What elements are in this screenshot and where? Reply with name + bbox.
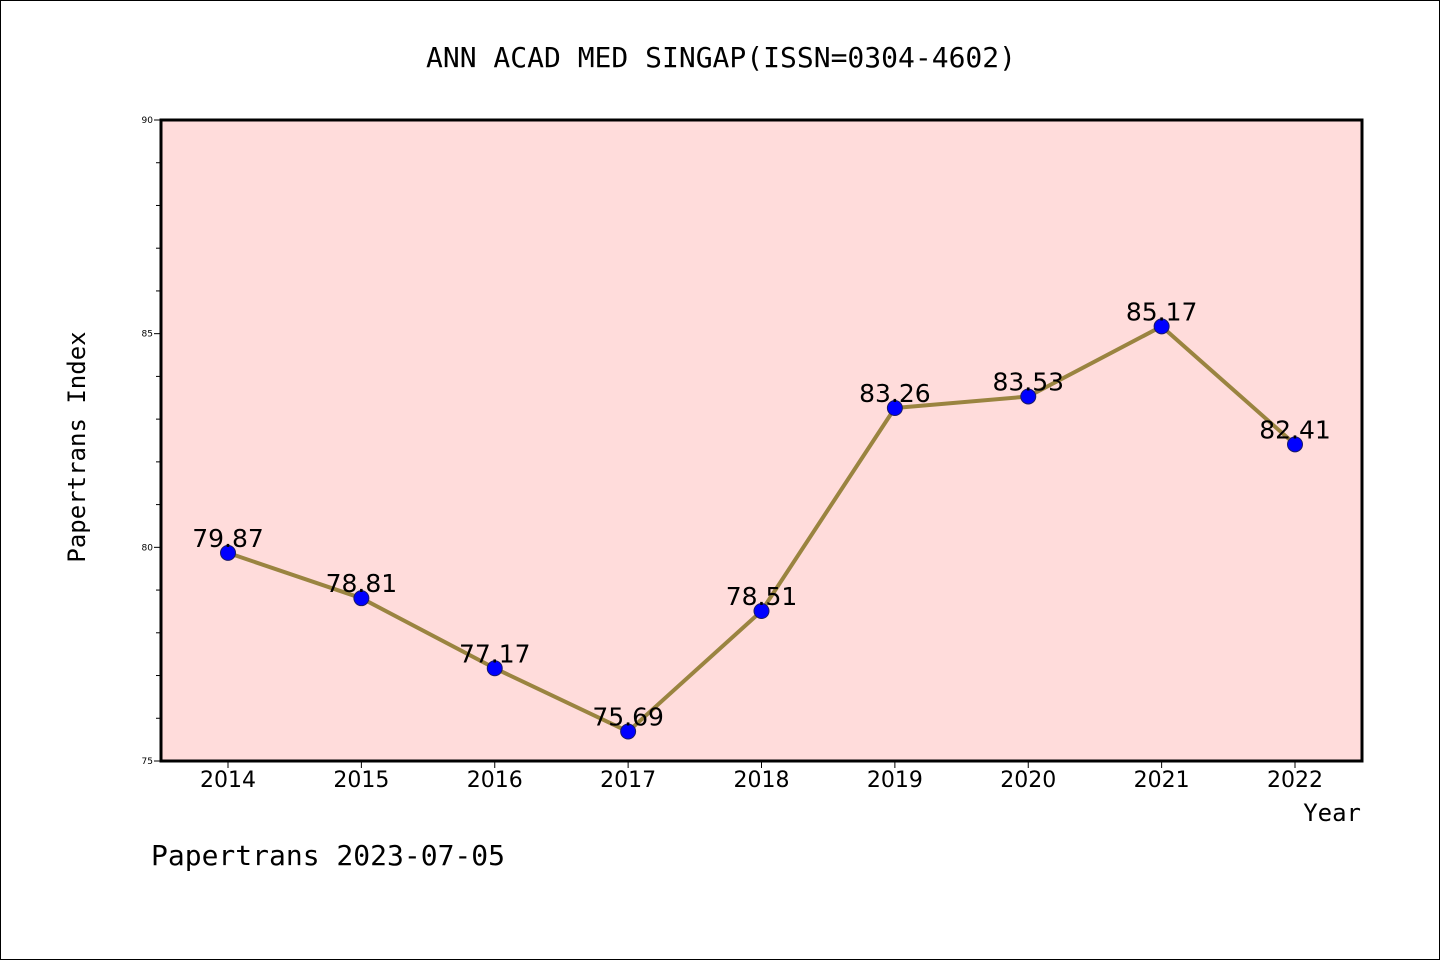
- data-point-marker: [353, 590, 370, 607]
- y-axis-label: Papertrans Index: [63, 331, 91, 562]
- data-label: 78.81: [326, 569, 398, 598]
- data-point-marker: [1020, 388, 1037, 405]
- y-tick-label: 90: [142, 116, 154, 126]
- data-point-marker: [886, 400, 903, 417]
- x-axis-label: Year: [1303, 799, 1361, 827]
- data-point-marker: [486, 660, 503, 677]
- x-tick-label: 2017: [600, 768, 656, 793]
- x-tick-label: 2014: [200, 768, 256, 793]
- data-label: 85.17: [1126, 297, 1198, 326]
- data-point-marker: [1287, 436, 1303, 453]
- data-label: 77.17: [459, 639, 531, 668]
- series-markers-group: [220, 318, 1303, 740]
- data-label: 83.26: [859, 379, 931, 408]
- data-point-marker: [753, 603, 770, 620]
- y-axis: 75 80 85 90: [142, 116, 161, 767]
- x-tick-label: 2020: [1000, 768, 1056, 793]
- x-axis: 2014 2015 2016 2017 2018 2019 2020 2021 2022: [200, 761, 1323, 793]
- x-tick-label: 2021: [1134, 768, 1190, 793]
- x-tick-label: 2015: [333, 768, 389, 793]
- plot-area: [161, 120, 1362, 761]
- y-tick-label: 80: [142, 543, 154, 553]
- data-point-marker: [1153, 318, 1170, 335]
- data-label: 79.87: [192, 524, 264, 553]
- data-point-marker: [220, 544, 236, 561]
- data-point-marker: [620, 723, 637, 740]
- x-tick-label: 2019: [867, 768, 923, 793]
- x-tick-label: 2018: [734, 768, 790, 793]
- x-tick-label: 2016: [467, 768, 523, 793]
- data-label: 78.51: [726, 582, 798, 611]
- y-tick-label: 85: [142, 330, 153, 340]
- data-label: 82.41: [1259, 415, 1331, 444]
- data-label: 75.69: [592, 703, 664, 732]
- y-tick-label: 75: [142, 757, 153, 767]
- plot-frame: [159, 118, 1364, 763]
- data-labels-group: 79.87 78.81 77.17 75.69 78.51 83.26 83.53 85.17…: [192, 297, 1331, 731]
- data-label: 83.53: [992, 367, 1064, 396]
- x-tick-label: 2022: [1267, 768, 1323, 793]
- chart-title: ANN ACAD MED SINGAP(ISSN=0304-4602): [426, 41, 1016, 74]
- footer-date-label: Papertrans 2023-07-05: [151, 839, 505, 872]
